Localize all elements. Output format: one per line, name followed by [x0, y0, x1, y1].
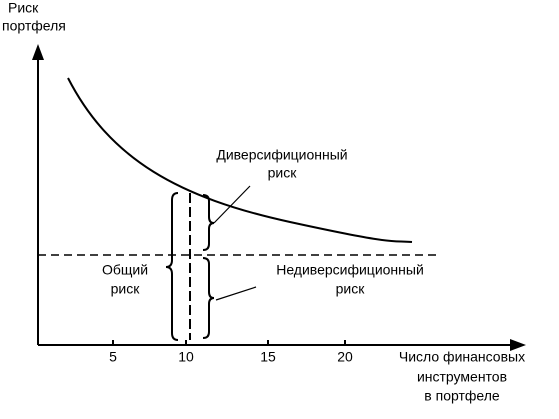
annotation: риск	[268, 165, 298, 181]
annotation: риск	[336, 281, 366, 297]
annotation: Общий	[102, 262, 148, 278]
x-tick-label: 20	[337, 349, 353, 365]
annotation: Недиверсифиционный	[276, 262, 424, 278]
x-tick-label: 15	[260, 349, 276, 365]
x-label: Число финансовых	[399, 349, 525, 365]
pointer	[215, 286, 257, 301]
risk-curve	[67, 77, 413, 243]
diversifiable-bracket	[202, 194, 215, 251]
x-label: в портфеле	[424, 388, 500, 404]
x-tick-label: 10	[178, 349, 194, 365]
nondiversifiable-bracket	[202, 257, 215, 339]
x-tick-label: 5	[109, 349, 117, 365]
x-label: инструментов	[417, 369, 507, 385]
annotation: Диверсифиционный	[216, 147, 347, 163]
total-bracket	[165, 192, 179, 341]
y-arrow	[32, 44, 44, 60]
y-label: Риск	[8, 0, 39, 16]
pointer	[213, 185, 251, 224]
annotation: риск	[111, 281, 141, 297]
y-label: портфеля	[2, 18, 66, 34]
x-arrow	[510, 339, 526, 351]
